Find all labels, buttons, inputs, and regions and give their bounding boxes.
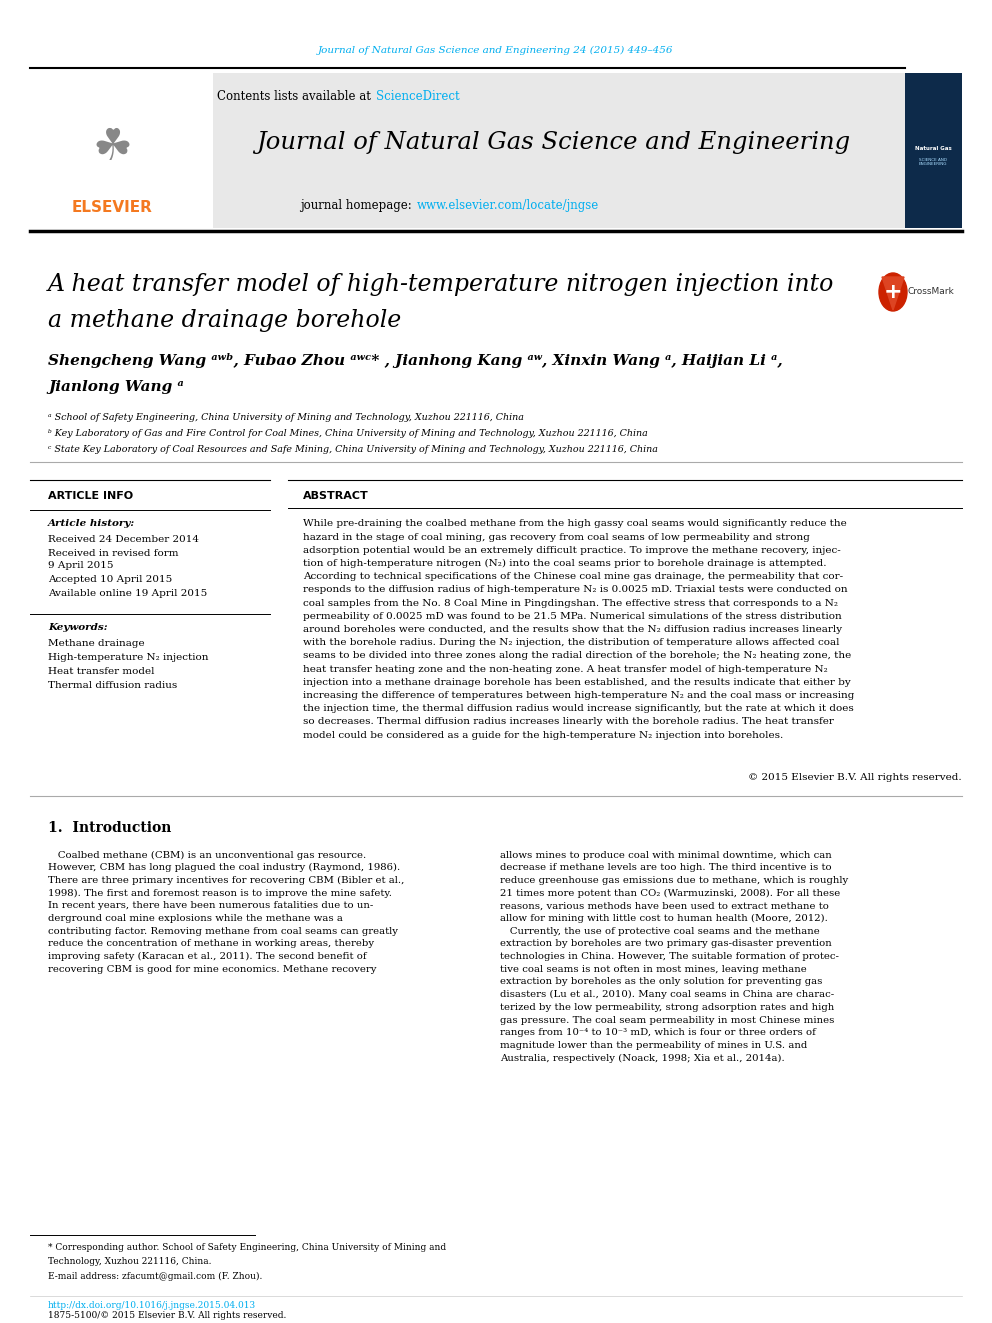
Text: 9 April 2015: 9 April 2015	[48, 561, 113, 570]
Text: Journal of Natural Gas Science and Engineering 24 (2015) 449–456: Journal of Natural Gas Science and Engin…	[318, 45, 674, 54]
Text: ARTICLE INFO: ARTICLE INFO	[48, 491, 133, 501]
Text: According to technical specifications of the Chinese coal mine gas drainage, the: According to technical specifications of…	[303, 573, 843, 581]
Text: 1.  Introduction: 1. Introduction	[48, 822, 172, 835]
Text: Thermal diffusion radius: Thermal diffusion radius	[48, 680, 178, 689]
Text: Technology, Xuzhou 221116, China.: Technology, Xuzhou 221116, China.	[48, 1257, 211, 1266]
Text: heat transfer heating zone and the non-heating zone. A heat transfer model of hi: heat transfer heating zone and the non-h…	[303, 664, 827, 673]
Text: ᵇ Key Laboratory of Gas and Fire Control for Coal Mines, China University of Min: ᵇ Key Laboratory of Gas and Fire Control…	[48, 430, 648, 438]
Text: Article history:: Article history:	[48, 520, 135, 528]
Text: In recent years, there have been numerous fatalities due to un-: In recent years, there have been numerou…	[48, 901, 373, 910]
Text: tion of high-temperature nitrogen (N₂) into the coal seams prior to borehole dra: tion of high-temperature nitrogen (N₂) i…	[303, 560, 826, 568]
Text: Available online 19 April 2015: Available online 19 April 2015	[48, 590, 207, 598]
Text: disasters (Lu et al., 2010). Many coal seams in China are charac-: disasters (Lu et al., 2010). Many coal s…	[500, 990, 834, 999]
Text: However, CBM has long plagued the coal industry (Raymond, 1986).: However, CBM has long plagued the coal i…	[48, 863, 400, 872]
Text: decrease if methane levels are too high. The third incentive is to: decrease if methane levels are too high.…	[500, 863, 831, 872]
Text: 1875-5100/© 2015 Elsevier B.V. All rights reserved.: 1875-5100/© 2015 Elsevier B.V. All right…	[48, 1311, 287, 1320]
Text: injection into a methane drainage borehole has been established, and the results: injection into a methane drainage boreho…	[303, 677, 851, 687]
Text: There are three primary incentives for recovering CBM (Bibler et al.,: There are three primary incentives for r…	[48, 876, 405, 885]
Text: Keywords:: Keywords:	[48, 623, 107, 632]
Text: www.elsevier.com/locate/jngse: www.elsevier.com/locate/jngse	[417, 198, 599, 212]
Text: model could be considered as a guide for the high-temperature N₂ injection into : model could be considered as a guide for…	[303, 730, 784, 740]
Text: adsorption potential would be an extremely difficult practice. To improve the me: adsorption potential would be an extreme…	[303, 546, 841, 554]
FancyBboxPatch shape	[30, 73, 213, 228]
Text: extraction by boreholes as the only solution for preventing gas: extraction by boreholes as the only solu…	[500, 978, 822, 987]
Text: reduce the concentration of methane in working areas, thereby: reduce the concentration of methane in w…	[48, 939, 374, 949]
Text: seams to be divided into three zones along the radial direction of the borehole;: seams to be divided into three zones alo…	[303, 651, 851, 660]
Text: ☘: ☘	[92, 127, 132, 169]
Text: SCIENCE AND
ENGINEERING: SCIENCE AND ENGINEERING	[919, 157, 947, 167]
Text: Coalbed methane (CBM) is an unconventional gas resource.: Coalbed methane (CBM) is an unconvention…	[48, 851, 366, 860]
Text: derground coal mine explosions while the methane was a: derground coal mine explosions while the…	[48, 914, 343, 923]
Text: Heat transfer model: Heat transfer model	[48, 667, 155, 676]
FancyBboxPatch shape	[905, 73, 962, 228]
Text: CrossMark: CrossMark	[908, 287, 954, 296]
Text: 21 times more potent than CO₂ (Warmuzinski, 2008). For all these: 21 times more potent than CO₂ (Warmuzins…	[500, 889, 840, 898]
Text: Contents lists available at: Contents lists available at	[217, 90, 375, 103]
Ellipse shape	[879, 273, 907, 311]
Text: A heat transfer model of high-temperature nitrogen injection into: A heat transfer model of high-temperatur…	[48, 274, 834, 296]
Text: tive coal seams is not often in most mines, leaving methane: tive coal seams is not often in most min…	[500, 964, 806, 974]
Text: Currently, the use of protective coal seams and the methane: Currently, the use of protective coal se…	[500, 926, 819, 935]
Text: improving safety (Karacan et al., 2011). The second benefit of: improving safety (Karacan et al., 2011).…	[48, 953, 367, 962]
Text: journal homepage:: journal homepage:	[301, 198, 416, 212]
Text: technologies in China. However, The suitable formation of protec-: technologies in China. However, The suit…	[500, 953, 839, 960]
Text: Jianlong Wang ᵃ: Jianlong Wang ᵃ	[48, 380, 184, 394]
Text: hazard in the stage of coal mining, gas recovery from coal seams of low permeabi: hazard in the stage of coal mining, gas …	[303, 533, 809, 541]
Text: ranges from 10⁻⁴ to 10⁻³ mD, which is four or three orders of: ranges from 10⁻⁴ to 10⁻³ mD, which is fo…	[500, 1028, 815, 1037]
Text: responds to the diffusion radius of high-temperature N₂ is 0.0025 mD. Triaxial t: responds to the diffusion radius of high…	[303, 586, 847, 594]
Text: +: +	[884, 282, 903, 302]
Text: terized by the low permeability, strong adsorption rates and high: terized by the low permeability, strong …	[500, 1003, 834, 1012]
Text: High-temperature N₂ injection: High-temperature N₂ injection	[48, 652, 208, 662]
Text: with the borehole radius. During the N₂ injection, the distribution of temperatu: with the borehole radius. During the N₂ …	[303, 638, 839, 647]
Text: allows mines to produce coal with minimal downtime, which can: allows mines to produce coal with minima…	[500, 851, 831, 860]
Text: increasing the difference of temperatures between high-temperature N₂ and the co: increasing the difference of temperature…	[303, 691, 854, 700]
Text: reasons, various methods have been used to extract methane to: reasons, various methods have been used …	[500, 901, 829, 910]
Text: Methane drainage: Methane drainage	[48, 639, 145, 647]
Text: around boreholes were conducted, and the results show that the N₂ diffusion radi: around boreholes were conducted, and the…	[303, 624, 842, 634]
Text: Accepted 10 April 2015: Accepted 10 April 2015	[48, 576, 173, 585]
Text: recovering CBM is good for mine economics. Methane recovery: recovering CBM is good for mine economic…	[48, 964, 377, 974]
Text: http://dx.doi.org/10.1016/j.jngse.2015.04.013: http://dx.doi.org/10.1016/j.jngse.2015.0…	[48, 1301, 256, 1310]
Text: ᵃ School of Safety Engineering, China University of Mining and Technology, Xuzho: ᵃ School of Safety Engineering, China Un…	[48, 414, 524, 422]
Text: gas pressure. The coal seam permeability in most Chinese mines: gas pressure. The coal seam permeability…	[500, 1016, 834, 1024]
FancyBboxPatch shape	[30, 73, 905, 228]
Text: so decreases. Thermal diffusion radius increases linearly with the borehole radi: so decreases. Thermal diffusion radius i…	[303, 717, 834, 726]
Text: coal samples from the No. 8 Coal Mine in Pingdingshan. The effective stress that: coal samples from the No. 8 Coal Mine in…	[303, 599, 838, 607]
Text: 1998). The first and foremost reason is to improve the mine safety.: 1998). The first and foremost reason is …	[48, 889, 392, 898]
Text: Australia, respectively (Noack, 1998; Xia et al., 2014a).: Australia, respectively (Noack, 1998; Xi…	[500, 1053, 785, 1062]
Text: the injection time, the thermal diffusion radius would increase significantly, b: the injection time, the thermal diffusio…	[303, 704, 854, 713]
Text: ScienceDirect: ScienceDirect	[376, 90, 459, 103]
Text: allow for mining with little cost to human health (Moore, 2012).: allow for mining with little cost to hum…	[500, 914, 828, 923]
Text: Received in revised form: Received in revised form	[48, 549, 179, 557]
Text: ᶜ State Key Laboratory of Coal Resources and Safe Mining, China University of Mi: ᶜ State Key Laboratory of Coal Resources…	[48, 446, 658, 455]
Text: ELSEVIER: ELSEVIER	[71, 201, 153, 216]
Text: permeability of 0.0025 mD was found to be 21.5 MPa. Numerical simulations of the: permeability of 0.0025 mD was found to b…	[303, 613, 842, 620]
Polygon shape	[882, 277, 904, 310]
Text: © 2015 Elsevier B.V. All rights reserved.: © 2015 Elsevier B.V. All rights reserved…	[748, 774, 962, 782]
Text: While pre-draining the coalbed methane from the high gassy coal seams would sign: While pre-draining the coalbed methane f…	[303, 520, 847, 528]
Text: Natural Gas: Natural Gas	[915, 146, 951, 151]
Text: a methane drainage borehole: a methane drainage borehole	[48, 308, 401, 332]
Text: Shengcheng Wang ᵃʷᵇ, Fubao Zhou ᵃʷᶜ* , Jianhong Kang ᵃʷ, Xinxin Wang ᵃ, Haijian : Shengcheng Wang ᵃʷᵇ, Fubao Zhou ᵃʷᶜ* , J…	[48, 352, 783, 368]
Text: ABSTRACT: ABSTRACT	[303, 491, 369, 501]
Text: reduce greenhouse gas emissions due to methane, which is roughly: reduce greenhouse gas emissions due to m…	[500, 876, 848, 885]
Text: contributing factor. Removing methane from coal seams can greatly: contributing factor. Removing methane fr…	[48, 926, 398, 935]
Text: Journal of Natural Gas Science and Engineering: Journal of Natural Gas Science and Engin…	[256, 131, 850, 155]
Text: E-mail address: zfacumt@gmail.com (F. Zhou).: E-mail address: zfacumt@gmail.com (F. Zh…	[48, 1271, 262, 1281]
Text: extraction by boreholes are two primary gas-disaster prevention: extraction by boreholes are two primary …	[500, 939, 831, 949]
Text: Received 24 December 2014: Received 24 December 2014	[48, 534, 199, 544]
Text: * Corresponding author. School of Safety Engineering, China University of Mining: * Corresponding author. School of Safety…	[48, 1244, 446, 1253]
Text: magnitude lower than the permeability of mines in U.S. and: magnitude lower than the permeability of…	[500, 1041, 807, 1050]
